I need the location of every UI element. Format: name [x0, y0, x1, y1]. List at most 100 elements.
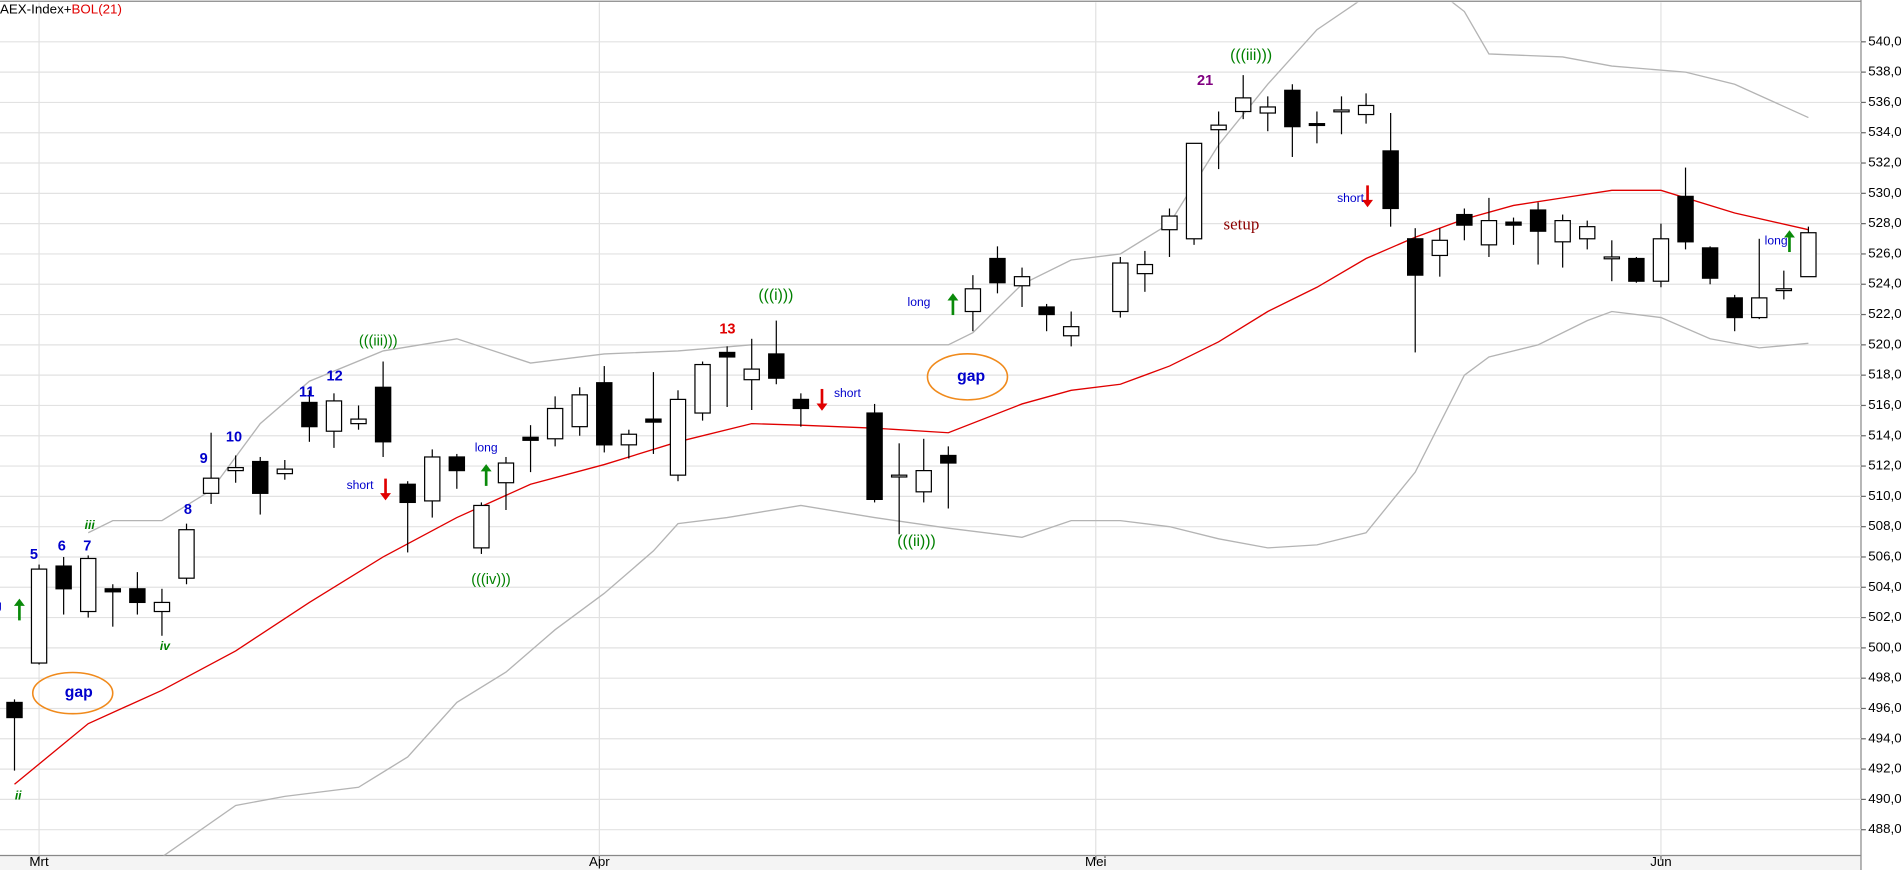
candle-body: [620, 433, 638, 446]
candle-body: [743, 368, 760, 381]
y-tick-label: 516,00: [1868, 397, 1901, 412]
candle-body: [718, 351, 736, 358]
annotations: 5 6 7 8 9 10 11 12 13 21 (((iii))) (((iv))) (((i))) (…: [0, 47, 1795, 802]
y-tick-label: 496,00: [1868, 700, 1901, 715]
x-axis-band: [0, 855, 1861, 870]
annotation: long: [475, 441, 498, 455]
candle-body: [178, 529, 195, 579]
y-tick-label: 502,00: [1868, 609, 1901, 624]
candle-body: [1579, 226, 1596, 240]
title: AEX-Index+: [0, 1, 72, 16]
candle-body: [301, 401, 318, 428]
annotation: short: [347, 478, 375, 492]
candle-body: [964, 288, 982, 313]
candle-body: [890, 474, 908, 478]
annotation: long: [0, 598, 2, 612]
candle-body: [1112, 262, 1129, 313]
candle-body: [694, 363, 711, 414]
y-tick-label: 538,00: [1868, 64, 1901, 79]
y-tick-label: 512,00: [1868, 458, 1901, 473]
grid: [0, 2, 1861, 856]
y-tick-label: 520,00: [1868, 336, 1901, 351]
annotation: setup: [1224, 214, 1260, 233]
candle-body: [448, 456, 466, 472]
candle-body: [1701, 247, 1719, 279]
x-tick-label: Jun: [1650, 854, 1672, 869]
annotation: (((i))): [758, 287, 793, 304]
x-tick-label: Apr: [589, 854, 610, 869]
short-arrow-head: [816, 403, 828, 411]
candle-body: [1062, 326, 1080, 337]
annotation: 21: [1197, 73, 1213, 89]
annotation: long: [908, 295, 931, 309]
y-tick-label: 508,00: [1868, 518, 1901, 533]
gap-ellipse: [926, 353, 1009, 401]
candle-body: [374, 386, 392, 443]
candle-body: [1628, 257, 1645, 282]
y-tick-label: 500,00: [1868, 639, 1901, 654]
candle-body: [129, 588, 146, 604]
candle-body: [202, 477, 220, 494]
candle-body: [1357, 104, 1375, 116]
x-tick-label: Mei: [1085, 854, 1107, 869]
band-line: [162, 310, 1809, 856]
gap-ellipse: [31, 671, 114, 715]
axes: 488,00 490,00 492,00 494,00 496,00 498,00 500,…: [29, 33, 1901, 869]
candle-body: [1038, 306, 1055, 316]
candle-body: [596, 382, 613, 446]
y-tick-label: 504,00: [1868, 579, 1901, 594]
annotation: iv: [160, 639, 171, 653]
candle-body: [1234, 97, 1252, 113]
candle-body: [792, 398, 810, 410]
candle-body: [1161, 215, 1178, 231]
candle-body: [1333, 109, 1350, 113]
long-arrow-head: [947, 293, 959, 301]
y-tick-label: 528,00: [1868, 215, 1901, 230]
candle-body: [1284, 89, 1301, 128]
candle-body: [1751, 297, 1768, 319]
candle-body: [104, 588, 122, 593]
candle-body: [1259, 106, 1276, 114]
y-tick-label: 490,00: [1868, 791, 1901, 806]
candle-body: [227, 466, 244, 472]
annotation: 12: [327, 369, 343, 385]
long-arrow-head: [13, 598, 25, 606]
annotation: (((iii))): [359, 334, 398, 350]
annotation: 10: [226, 429, 242, 445]
y-tick-label: 540,00: [1868, 33, 1901, 48]
y-tick-label: 522,00: [1868, 306, 1901, 321]
y-tick-label: 510,00: [1868, 488, 1901, 503]
annotation: short: [834, 386, 862, 400]
candle-body: [79, 557, 97, 613]
annotation: gap: [65, 684, 93, 701]
candle-body: [768, 353, 785, 379]
annotation: 5: [30, 547, 38, 563]
candle-body: [645, 418, 662, 423]
candle-body: [1677, 195, 1694, 243]
candle-body: [1456, 213, 1473, 226]
candle-body: [424, 456, 441, 502]
long-arrow-head: [480, 464, 492, 472]
candle-body: [1382, 150, 1399, 210]
y-tick-label: 498,00: [1868, 670, 1901, 685]
indicator-label: BOL(21): [72, 1, 122, 16]
chart-title: AEX-Index+BOL(21): [0, 1, 122, 16]
y-tick-label: 536,00: [1868, 94, 1901, 109]
candle-body: [55, 565, 72, 590]
candle-body: [350, 418, 367, 425]
y-tick-label: 488,00: [1868, 821, 1901, 836]
annotation: 13: [719, 321, 735, 337]
candle-body: [473, 504, 490, 549]
candle-body: [6, 701, 23, 719]
candle-body: [1136, 263, 1154, 275]
annotation: (((iii))): [1230, 47, 1272, 64]
candle-body: [1013, 276, 1031, 287]
candle-body: [866, 412, 883, 501]
annotation: iii: [85, 518, 96, 532]
candle-body: [546, 407, 564, 440]
y-tick-label: 526,00: [1868, 245, 1901, 260]
annotation: ii: [15, 788, 22, 802]
candle-body: [1210, 124, 1227, 131]
candle-body: [1505, 221, 1522, 226]
